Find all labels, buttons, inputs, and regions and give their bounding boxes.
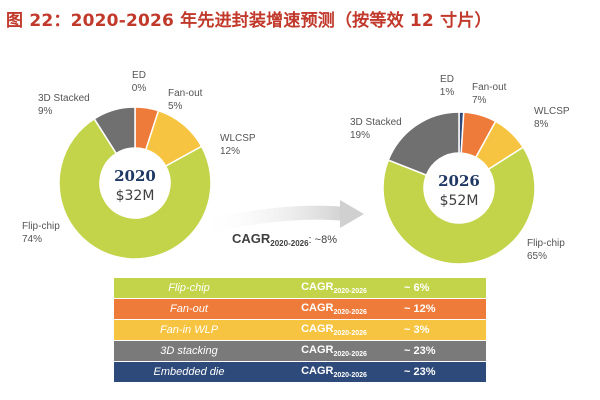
cagr-arrow-label: CAGR2020-2026: ~8% — [232, 231, 337, 248]
slice-3d-stacked — [93, 106, 136, 155]
slice-flip-chip — [58, 117, 212, 260]
slice-name-label: ED — [440, 74, 454, 85]
cagr-table: Flip-chip CAGR2020-2026 ~ 6% Fan-out CAGR202… — [114, 278, 486, 383]
slice-name-label: Fan-out — [168, 88, 203, 99]
table-row: 3D stacking CAGR2020-2026 ~ 23% — [114, 341, 486, 362]
slice-name-label: WLCSP — [534, 106, 570, 117]
row-cagr-label: CAGR — [301, 280, 334, 293]
slice-name-label: Flip-chip — [22, 221, 60, 232]
row-cagr: CAGR2020-2026 — [264, 302, 404, 316]
row-name: Embedded die — [153, 366, 225, 378]
table-row: Flip-chip CAGR2020-2026 ~ 6% — [114, 278, 486, 299]
row-name: Fan-out — [170, 303, 208, 315]
row-cagr: CAGR2020-2026 — [264, 323, 404, 337]
row-value: ~ 12% — [404, 303, 436, 315]
row-cagr: CAGR2020-2026 — [264, 365, 404, 379]
cagr-arrow-text: CAGR — [232, 231, 271, 246]
row-cagr-sub: 2020-2026 — [333, 372, 367, 380]
slice-name-label: Flip-chip — [527, 238, 565, 249]
slice-percent-label: 1% — [440, 87, 455, 98]
center-value: $32M — [116, 188, 155, 204]
slice-percent-label: 12% — [220, 146, 240, 157]
table-row: Fan-out CAGR2020-2026 ~ 12% — [114, 299, 486, 320]
cagr-arrow: CAGR2020-2026: ~8% — [198, 200, 364, 248]
center-value: $52M — [440, 193, 479, 209]
center-year: 2026 — [438, 172, 480, 190]
slice-percent-label: 7% — [472, 95, 487, 106]
slice-flip-chip — [382, 146, 536, 265]
slice-name-label: 3D Stacked — [350, 117, 402, 128]
row-name: Flip-chip — [168, 282, 210, 294]
slice-name-label: 3D Stacked — [38, 93, 90, 104]
row-cagr-label: CAGR — [301, 322, 334, 335]
slice-name-label: Fan-out — [472, 82, 507, 93]
row-cagr-sub: 2020-2026 — [333, 309, 367, 317]
page-title: 图 22：2020-2026 年先进封装增速预测（按等效 12 寸片） — [6, 11, 492, 31]
row-cagr-label: CAGR — [301, 364, 334, 377]
row-value: ~ 3% — [404, 324, 430, 336]
slice-percent-label: 19% — [350, 130, 370, 141]
slice-percent-label: 5% — [168, 101, 183, 112]
cagr-arrow-sub: 2020-2026 — [270, 239, 309, 248]
row-cagr-sub: 2020-2026 — [333, 351, 367, 359]
row-cagr-label: CAGR — [301, 343, 334, 356]
row-name: Fan-in WLP — [159, 324, 219, 336]
slice-3d-stacked — [387, 111, 460, 177]
row-cagr-sub: 2020-2026 — [333, 288, 367, 296]
slice-percent-label: 65% — [527, 251, 547, 262]
row-value: ~ 6% — [404, 282, 430, 294]
row-cagr-label: CAGR — [301, 301, 334, 314]
slice-name-label: ED — [132, 70, 146, 81]
slice-percent-label: 9% — [38, 106, 53, 117]
table-row: Fan-in WLP CAGR2020-2026 ~ 3% — [114, 320, 486, 341]
row-cagr: CAGR2020-2026 — [264, 281, 404, 295]
table-row: Embedded die CAGR2020-2026 ~ 23% — [114, 362, 486, 383]
cagr-arrow-value: : ~8% — [309, 234, 338, 246]
row-cagr-sub: 2020-2026 — [333, 330, 367, 338]
slice-name-label: WLCSP — [220, 133, 256, 144]
row-cagr: CAGR2020-2026 — [264, 344, 404, 358]
row-name: 3D stacking — [160, 345, 218, 357]
row-value: ~ 23% — [404, 345, 436, 357]
slice-percent-label: 0% — [132, 83, 147, 94]
slice-percent-label: 8% — [534, 119, 549, 130]
center-year: 2020 — [114, 167, 156, 185]
slice-percent-label: 74% — [22, 234, 42, 245]
row-value: ~ 23% — [404, 366, 436, 378]
